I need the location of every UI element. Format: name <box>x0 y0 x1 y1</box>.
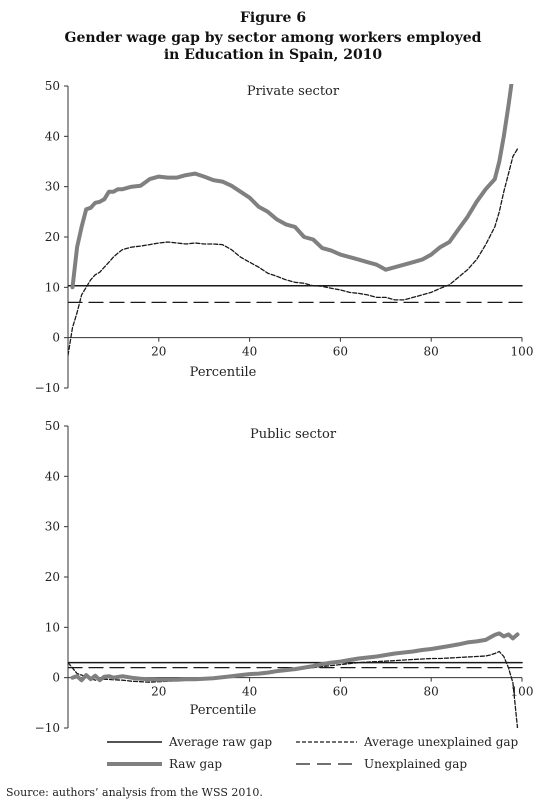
y-tick-label: 10 <box>45 280 60 294</box>
x-axis-title: Percentile <box>190 365 257 380</box>
x-tick-label: 60 <box>333 685 348 699</box>
y-tick-label: −10 <box>35 381 60 395</box>
figure-label: Figure 6 <box>240 10 306 26</box>
panel-label: Private sector <box>247 84 340 99</box>
y-tick-label: 50 <box>45 79 60 93</box>
y-tick-label: 40 <box>45 469 60 483</box>
x-tick-label: 100 <box>511 685 534 699</box>
x-tick-label: 60 <box>333 345 348 359</box>
legend-label-unexplained-gap: Unexplained gap <box>364 757 467 771</box>
y-tick-label: 20 <box>45 570 60 584</box>
figure-title-line-1: Gender wage gap by sector among workers … <box>65 30 482 46</box>
x-tick-label: 40 <box>242 685 257 699</box>
source-note: Source: authors’ analysis from the WSS 2… <box>6 786 263 799</box>
y-tick-label: 30 <box>45 520 60 534</box>
y-tick-label: 40 <box>45 129 60 143</box>
public-sector-panel: −10 0 10 20 30 40 50 20 40 60 80 100 Public sector Pe… <box>35 419 534 735</box>
x-tick-label: 80 <box>424 685 439 699</box>
legend-label-raw-gap: Raw gap <box>169 757 222 771</box>
y-tick-label: 50 <box>45 419 60 433</box>
private-sector-panel: −10 0 10 20 30 40 50 20 40 60 80 100 Private sector P… <box>35 79 534 395</box>
series-line-raw-gap <box>70 84 514 290</box>
y-tick-label: 20 <box>45 230 60 244</box>
x-tick-label: 20 <box>151 345 166 359</box>
x-tick-label: 20 <box>151 685 166 699</box>
legend-label-average-raw-gap: Average raw gap <box>168 735 272 749</box>
x-tick-label: 40 <box>242 345 257 359</box>
y-tick-label: 30 <box>45 180 60 194</box>
y-tick-label: 10 <box>45 620 60 634</box>
legend: Average raw gap Average unexplained gap … <box>107 735 519 771</box>
series-line-unexplained-gap <box>68 148 519 356</box>
y-tick-label: −10 <box>35 721 60 735</box>
panel-label: Public sector <box>250 427 337 442</box>
x-axis-title: Percentile <box>190 703 257 718</box>
legend-label-average-unexplained-gap: Average unexplained gap <box>363 735 519 749</box>
y-tick-label: 0 <box>52 331 60 345</box>
x-tick-label: 100 <box>511 345 534 359</box>
x-tick-label: 80 <box>424 345 439 359</box>
series-line-raw-gap <box>70 631 520 683</box>
y-tick-label: 0 <box>52 671 60 685</box>
figure-title-line-2: in Education in Spain, 2010 <box>164 47 383 63</box>
